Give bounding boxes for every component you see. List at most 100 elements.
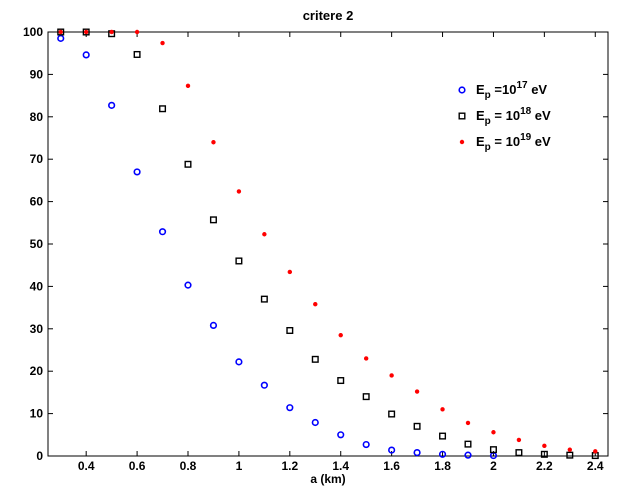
data-point — [362, 440, 370, 449]
data-point — [158, 228, 167, 236]
x-tick-label: 1.4 — [332, 459, 349, 473]
legend-mid: = 10 — [491, 108, 520, 123]
data-point — [337, 377, 345, 385]
data-point — [414, 389, 420, 394]
y-tick-label: 30 — [30, 322, 44, 336]
plot-area — [47, 31, 609, 457]
data-point — [160, 40, 165, 46]
y-axis: 0 10 20 30 40 50 60 70 80 90 100 — [23, 25, 608, 463]
data-point — [311, 418, 319, 427]
data-point — [260, 295, 268, 303]
data-point — [464, 451, 472, 459]
data-point — [287, 269, 293, 275]
legend-marker — [459, 139, 465, 145]
data-point — [209, 216, 217, 224]
x-tick-label: 2.2 — [536, 459, 553, 473]
data-point — [184, 281, 192, 289]
legend-item: Ep = 1019 eV — [459, 132, 551, 153]
legend-mid: = 10 — [491, 134, 520, 149]
data-point — [515, 449, 523, 457]
chart-title: critere 2 — [303, 8, 354, 23]
data-point — [236, 189, 242, 194]
legend-tail: eV — [531, 134, 551, 149]
data-point — [439, 432, 447, 440]
data-point — [286, 326, 294, 334]
x-tick-label: 1.6 — [383, 459, 400, 473]
data-point — [413, 422, 421, 430]
legend-sup: 17 — [516, 80, 528, 91]
y-tick-label: 0 — [36, 449, 43, 463]
data-point — [108, 101, 116, 109]
data-point — [159, 105, 167, 113]
data-point — [211, 140, 216, 145]
legend-tail: eV — [531, 108, 551, 123]
x-tick-label: 2 — [490, 459, 497, 473]
data-point — [57, 34, 65, 42]
data-point — [57, 28, 65, 36]
data-point — [260, 381, 268, 389]
x-tick-label: 0.6 — [129, 459, 146, 473]
data-point — [362, 393, 370, 401]
data-point — [438, 450, 447, 458]
data-point — [338, 332, 343, 338]
data-point — [567, 447, 573, 452]
legend-base: E — [476, 108, 485, 123]
data-point — [464, 440, 472, 448]
y-tick-label: 70 — [30, 152, 44, 166]
data-point — [185, 83, 191, 89]
x-tick-label: 1 — [236, 459, 243, 473]
legend-item: Ep = 1018 eV — [458, 106, 551, 127]
x-tick-label: 0.4 — [78, 459, 95, 473]
data-point — [388, 410, 396, 418]
x-tick-label: 1.8 — [434, 459, 451, 473]
data-point — [209, 321, 218, 330]
legend-item: Ep =1017 eV — [458, 80, 547, 101]
data-point — [388, 446, 396, 454]
y-tick-label: 100 — [23, 25, 43, 39]
series-3 — [58, 29, 598, 454]
x-tick-label: 0.8 — [180, 459, 197, 473]
data-point — [491, 430, 496, 435]
data-point — [133, 50, 141, 58]
y-tick-label: 90 — [30, 67, 44, 81]
data-point — [235, 358, 243, 366]
data-point — [184, 160, 192, 168]
legend-label: Ep =1017 eV — [476, 80, 547, 101]
y-tick-label: 60 — [30, 195, 44, 209]
data-point — [337, 431, 345, 439]
legend-label: Ep = 1018 eV — [476, 106, 551, 127]
series-2 — [57, 28, 599, 460]
x-axis-label: a (km) — [310, 472, 345, 486]
data-point — [83, 29, 89, 35]
x-tick-label: 2.4 — [587, 459, 604, 473]
data-point — [413, 449, 421, 457]
legend-sub: p — [485, 90, 491, 101]
data-series — [57, 28, 599, 460]
data-point — [133, 168, 141, 176]
data-point — [593, 449, 598, 454]
data-point — [540, 450, 548, 458]
legend-sub: p — [485, 116, 491, 127]
data-point — [516, 437, 522, 443]
y-tick-label: 40 — [30, 279, 44, 293]
data-point — [311, 355, 319, 363]
data-point — [363, 356, 369, 361]
x-axis: 0.4 0.6 0.8 1 1.2 1.4 1.6 1.8 2 2.2 2.4 — [78, 32, 604, 473]
data-point — [286, 404, 294, 412]
data-point — [440, 407, 445, 412]
y-tick-label: 50 — [30, 237, 44, 251]
data-point — [109, 29, 114, 35]
data-point — [313, 302, 318, 307]
data-point — [262, 232, 267, 237]
data-point — [465, 420, 471, 426]
data-point — [489, 446, 497, 454]
data-point — [82, 51, 90, 59]
legend-base: E — [476, 82, 485, 97]
legend-mid: =10 — [491, 82, 517, 97]
x-tick-label: 1.2 — [281, 459, 298, 473]
legend-sup: 19 — [520, 132, 532, 143]
legend-tail: eV — [528, 82, 548, 97]
legend-marker — [458, 112, 466, 120]
data-point — [566, 451, 574, 459]
